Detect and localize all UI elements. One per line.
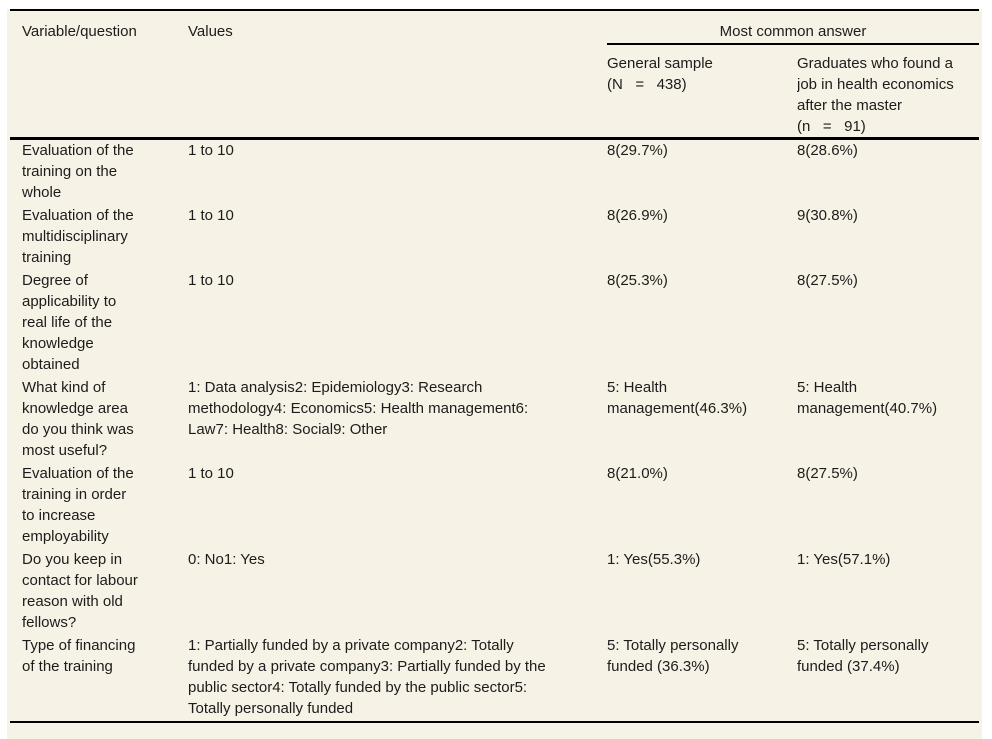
variable-question-cell: What kind of knowledge area do you think…: [22, 379, 134, 459]
graduates-sample-answer-cell: 5: Totally personally funded (37.4%): [797, 637, 929, 675]
general-sample-answer-cell: 8(21.0%): [607, 465, 668, 482]
variable-question-cell: Do you keep in contact for labour reason…: [22, 551, 138, 631]
general-sample-answer-cell: 5: Health management(46.3%): [607, 379, 748, 417]
variable-question-cell: Evaluation of the training in order to i…: [22, 465, 134, 545]
values-cell: 1: Data analysis2: Epidemiology3: Resear…: [188, 379, 529, 438]
variable-question-cell: Evaluation of the training on the whole: [22, 142, 134, 201]
general-sample-answer-cell: 8(25.3%): [607, 272, 668, 289]
graduates-sample-answer-cell: 5: Health management(40.7%): [797, 379, 938, 417]
header-row-sub: General sample (N = 438) Graduates who f…: [10, 44, 979, 139]
values-cell: 1: Partially funded by a private company…: [188, 637, 546, 717]
col-header-graduates-sample: Graduates who found a job in health econ…: [797, 55, 954, 135]
values-cell: 1 to 10: [188, 207, 234, 224]
results-table: Variable/question Values Most common ans…: [10, 9, 979, 723]
values-cell: 1 to 10: [188, 272, 234, 289]
table-row: Type of financing of the training 1: Par…: [10, 635, 979, 722]
general-sample-answer-cell: 8(29.7%): [607, 142, 668, 159]
col-header-values: Values: [188, 23, 233, 40]
graduates-sample-answer-cell: 8(27.5%): [797, 465, 858, 482]
general-sample-answer-cell: 1: Yes(55.3%): [607, 551, 701, 568]
col-header-most-common-answer: Most common answer: [607, 10, 979, 45]
variable-question-cell: Evaluation of the multidisciplinary trai…: [22, 207, 134, 266]
table-row: Evaluation of the multidisciplinary trai…: [10, 205, 979, 270]
table-row: Do you keep in contact for labour reason…: [10, 549, 979, 635]
table-header: Variable/question Values Most common ans…: [10, 10, 979, 139]
values-cell: 1 to 10: [188, 465, 234, 482]
table-row: Evaluation of the training on the whole …: [10, 139, 979, 206]
table-row: Degree of applicability to real life of …: [10, 270, 979, 377]
general-sample-answer-cell: 8(26.9%): [607, 207, 668, 224]
col-header-general-sample: General sample (N = 438): [607, 55, 713, 93]
variable-question-cell: Degree of applicability to real life of …: [22, 272, 117, 373]
values-cell: 0: No1: Yes: [188, 551, 265, 568]
graduates-sample-answer-cell: 9(30.8%): [797, 207, 858, 224]
paper-panel: Variable/question Values Most common ans…: [7, 9, 982, 739]
table-row: Evaluation of the training in order to i…: [10, 463, 979, 549]
graduates-sample-answer-cell: 8(28.6%): [797, 142, 858, 159]
general-sample-answer-cell: 5: Totally personally funded (36.3%): [607, 637, 739, 675]
graduates-sample-answer-cell: 8(27.5%): [797, 272, 858, 289]
table-body: Evaluation of the training on the whole …: [10, 139, 979, 723]
graduates-sample-answer-cell: 1: Yes(57.1%): [797, 551, 891, 568]
table-row: What kind of knowledge area do you think…: [10, 377, 979, 463]
variable-question-cell: Type of financing of the training: [22, 637, 136, 675]
values-cell: 1 to 10: [188, 142, 234, 159]
header-row-top: Variable/question Values Most common ans…: [10, 10, 979, 45]
col-header-variable-question: Variable/question: [22, 23, 137, 40]
